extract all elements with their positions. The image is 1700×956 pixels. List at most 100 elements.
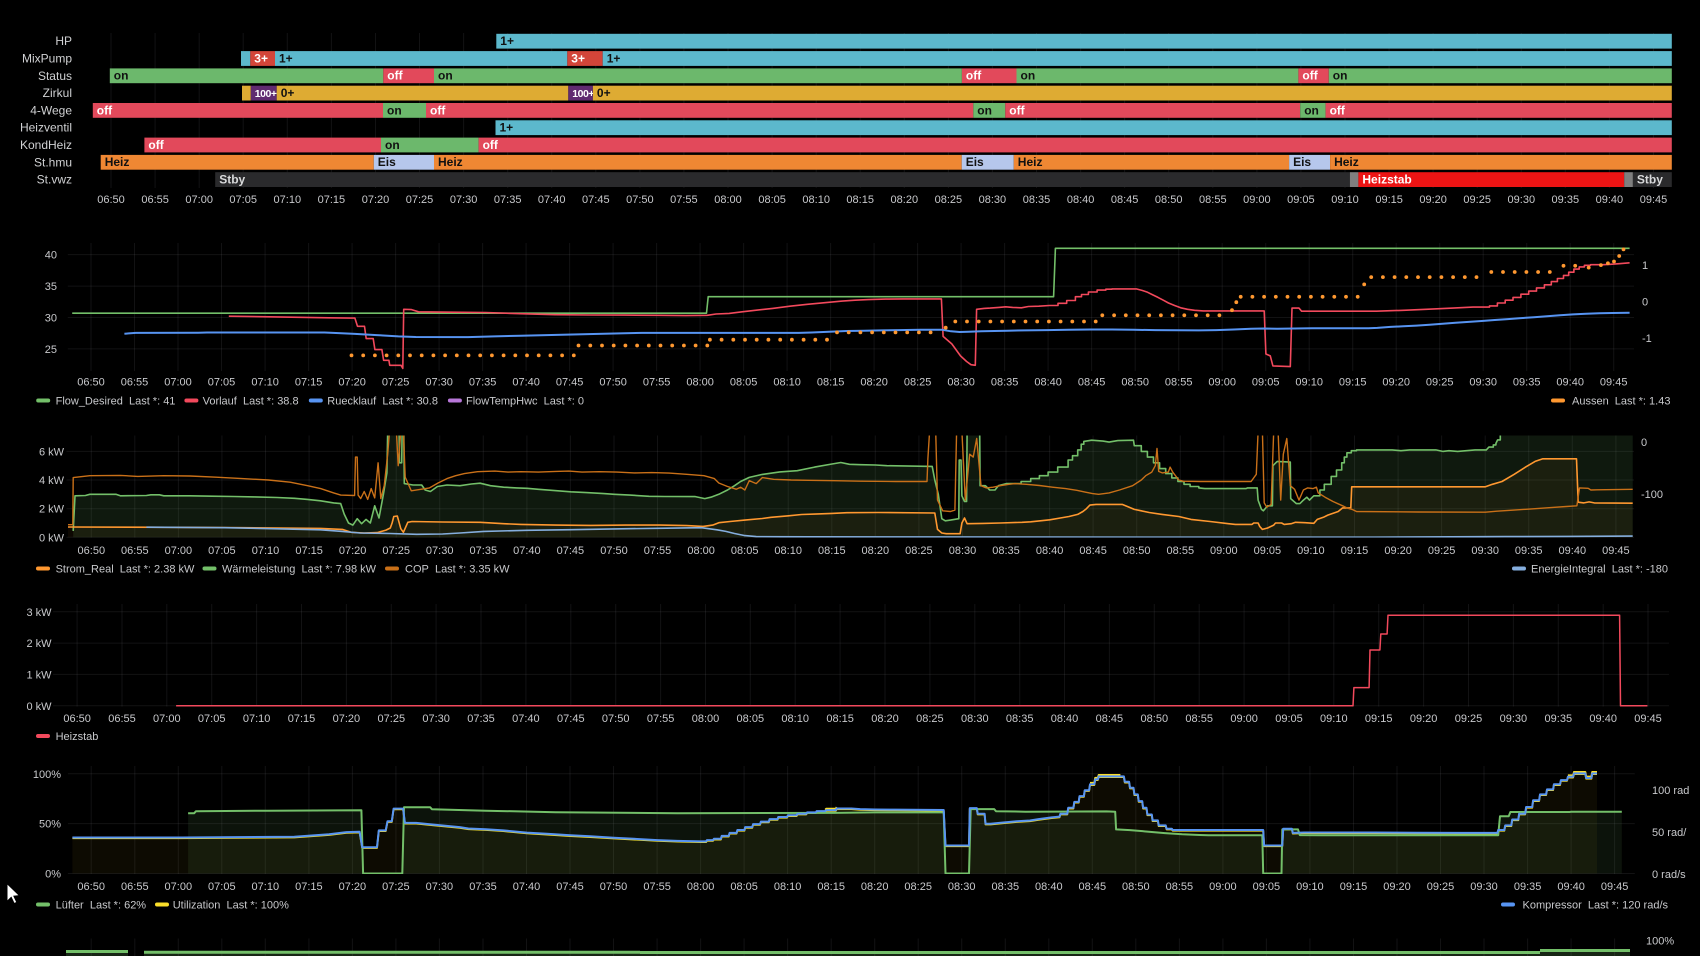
svg-text:09:40: 09:40 <box>1589 713 1617 725</box>
svg-text:1+: 1+ <box>607 51 621 65</box>
svg-text:08:30: 08:30 <box>947 377 975 389</box>
svg-text:08:15: 08:15 <box>818 545 846 557</box>
svg-text:07:30: 07:30 <box>426 881 454 893</box>
svg-text:08:50: 08:50 <box>1155 194 1183 206</box>
svg-text:09:35: 09:35 <box>1552 194 1580 206</box>
svg-text:07:00: 07:00 <box>185 194 213 206</box>
svg-text:09:35: 09:35 <box>1515 545 1543 557</box>
svg-text:07:20: 07:20 <box>338 377 366 389</box>
svg-text:08:05: 08:05 <box>758 194 786 206</box>
svg-text:07:35: 07:35 <box>469 377 497 389</box>
svg-text:3+: 3+ <box>571 51 585 65</box>
svg-text:06:55: 06:55 <box>121 881 149 893</box>
svg-text:08:00: 08:00 <box>687 545 715 557</box>
svg-text:07:25: 07:25 <box>406 194 434 206</box>
svg-text:off: off <box>483 138 499 152</box>
svg-text:07:20: 07:20 <box>333 713 361 725</box>
svg-text:08:30: 08:30 <box>948 881 976 893</box>
svg-text:1+: 1+ <box>279 51 293 65</box>
svg-text:off: off <box>1009 103 1025 117</box>
svg-text:07:45: 07:45 <box>582 194 610 206</box>
svg-text:09:15: 09:15 <box>1375 194 1403 206</box>
svg-text:06:50: 06:50 <box>78 545 106 557</box>
svg-text:0: 0 <box>1641 437 1647 449</box>
svg-text:08:20: 08:20 <box>860 377 888 389</box>
svg-text:07:05: 07:05 <box>208 545 236 557</box>
svg-text:off: off <box>1302 69 1318 83</box>
svg-text:07:40: 07:40 <box>512 713 540 725</box>
svg-text:07:15: 07:15 <box>318 194 346 206</box>
svg-text:1: 1 <box>1642 260 1648 272</box>
svg-text:09:40: 09:40 <box>1596 194 1624 206</box>
svg-text:09:20: 09:20 <box>1419 194 1447 206</box>
svg-text:07:45: 07:45 <box>556 881 584 893</box>
svg-text:07:00: 07:00 <box>165 881 193 893</box>
svg-text:06:50: 06:50 <box>97 194 125 206</box>
svg-text:FlowTempHwc Last *: 0: FlowTempHwc Last *: 0 <box>466 396 584 408</box>
svg-text:100+: 100+ <box>255 88 277 100</box>
svg-text:08:25: 08:25 <box>904 377 932 389</box>
svg-text:09:15: 09:15 <box>1339 377 1367 389</box>
svg-text:07:05: 07:05 <box>229 194 257 206</box>
svg-text:Heiz: Heiz <box>1018 155 1043 169</box>
svg-text:09:00: 09:00 <box>1243 194 1271 206</box>
svg-text:08:50: 08:50 <box>1123 545 1151 557</box>
svg-text:07:45: 07:45 <box>557 713 585 725</box>
svg-text:0+: 0+ <box>281 86 295 100</box>
svg-text:35: 35 <box>45 281 57 293</box>
svg-text:07:40: 07:40 <box>513 545 541 557</box>
svg-text:07:35: 07:35 <box>494 194 522 206</box>
svg-text:09:15: 09:15 <box>1340 881 1368 893</box>
svg-text:08:20: 08:20 <box>891 194 919 206</box>
svg-text:07:40: 07:40 <box>513 881 541 893</box>
svg-text:07:25: 07:25 <box>382 881 410 893</box>
svg-text:08:25: 08:25 <box>904 881 932 893</box>
svg-text:KondHeiz: KondHeiz <box>20 138 72 152</box>
svg-text:Flow_Desired Last *: 41: Flow_Desired Last *: 41 <box>56 396 176 408</box>
svg-text:08:05: 08:05 <box>730 881 758 893</box>
svg-text:09:00: 09:00 <box>1210 545 1238 557</box>
svg-text:08:40: 08:40 <box>1034 377 1062 389</box>
svg-text:100%: 100% <box>33 769 61 781</box>
svg-text:6 kW: 6 kW <box>39 446 65 458</box>
svg-text:Heiz: Heiz <box>438 155 463 169</box>
svg-text:3 kW: 3 kW <box>26 607 52 619</box>
svg-text:09:45: 09:45 <box>1640 194 1668 206</box>
svg-text:09:25: 09:25 <box>1428 545 1456 557</box>
svg-text:09:05: 09:05 <box>1252 377 1280 389</box>
svg-text:08:45: 08:45 <box>1078 377 1106 389</box>
svg-text:COP Last *: 3.35 kW: COP Last *: 3.35 kW <box>405 564 510 576</box>
svg-text:09:25: 09:25 <box>1427 881 1455 893</box>
svg-text:07:30: 07:30 <box>425 377 453 389</box>
svg-text:08:45: 08:45 <box>1111 194 1139 206</box>
svg-text:08:55: 08:55 <box>1166 881 1194 893</box>
svg-text:08:20: 08:20 <box>871 713 899 725</box>
svg-text:09:30: 09:30 <box>1508 194 1536 206</box>
svg-text:08:10: 08:10 <box>781 713 809 725</box>
svg-text:25: 25 <box>45 344 57 356</box>
svg-text:0: 0 <box>1642 297 1648 309</box>
svg-text:100%: 100% <box>1646 936 1674 948</box>
svg-text:09:30: 09:30 <box>1469 377 1497 389</box>
svg-text:40: 40 <box>45 250 57 262</box>
svg-text:Heizstab: Heizstab <box>1362 173 1411 187</box>
svg-text:07:10: 07:10 <box>274 194 302 206</box>
svg-text:07:55: 07:55 <box>647 713 675 725</box>
svg-text:08:30: 08:30 <box>961 713 989 725</box>
svg-text:09:00: 09:00 <box>1208 377 1236 389</box>
svg-text:08:35: 08:35 <box>1006 713 1034 725</box>
svg-text:HP: HP <box>55 34 72 48</box>
svg-text:Heizstab: Heizstab <box>56 731 99 743</box>
svg-text:07:20: 07:20 <box>339 545 367 557</box>
svg-text:2 kW: 2 kW <box>39 504 65 516</box>
svg-text:07:45: 07:45 <box>556 377 584 389</box>
svg-text:06:55: 06:55 <box>108 713 136 725</box>
svg-text:on: on <box>1304 103 1319 117</box>
svg-text:06:55: 06:55 <box>121 377 149 389</box>
svg-text:07:25: 07:25 <box>382 377 410 389</box>
svg-text:07:15: 07:15 <box>295 881 323 893</box>
svg-text:Strom_Real Last *: 2.38 kW: Strom_Real Last *: 2.38 kW <box>56 564 195 576</box>
svg-text:06:55: 06:55 <box>121 545 149 557</box>
svg-text:09:05: 09:05 <box>1253 881 1281 893</box>
svg-text:07:20: 07:20 <box>362 194 390 206</box>
